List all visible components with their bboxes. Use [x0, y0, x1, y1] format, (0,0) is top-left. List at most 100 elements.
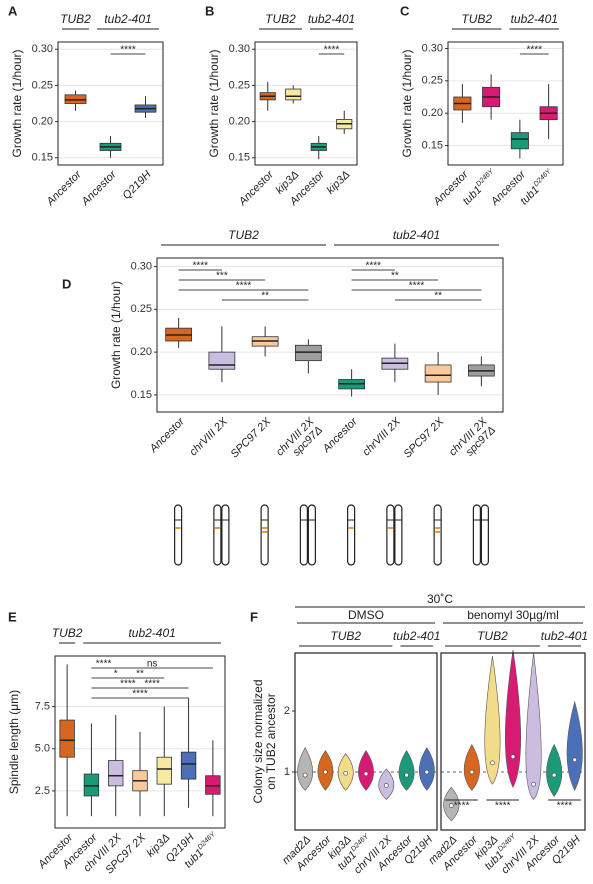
plot-frame — [54, 655, 226, 829]
plot-frame — [294, 652, 438, 831]
median-point — [572, 757, 578, 763]
x-tick-label: Ancestor — [320, 415, 361, 456]
y-tick-label: 0.25 — [131, 303, 152, 315]
x-tick-label: Ancestor — [44, 168, 85, 209]
median-point — [469, 769, 475, 775]
box — [424, 364, 452, 383]
box — [208, 351, 236, 370]
median-point — [531, 781, 536, 787]
violin — [525, 652, 542, 800]
plot-frame — [440, 652, 586, 831]
chromosome — [221, 504, 230, 566]
median-point — [551, 772, 557, 778]
median-point — [404, 772, 409, 778]
significance-label: * — [114, 669, 118, 680]
group-label: tub2-401 — [393, 629, 440, 643]
significance-label: *** — [216, 271, 228, 282]
violin — [463, 743, 480, 791]
box — [285, 88, 302, 101]
panel-label: E — [8, 609, 17, 624]
significance-label: **** — [324, 45, 340, 56]
chromosome — [174, 504, 183, 566]
box — [59, 719, 75, 758]
box — [156, 756, 172, 785]
y-tick-label: 5.0 — [35, 743, 50, 755]
median-point — [383, 783, 389, 788]
x-tick-label: SPC97 2X — [228, 415, 273, 460]
significance-label: **** — [526, 45, 542, 56]
y-tick-label: 0.25 — [229, 79, 250, 91]
y-tick-label: 0.15 — [229, 152, 250, 164]
y-tick-label: 1 — [284, 766, 290, 778]
significance-label: ns — [147, 659, 158, 670]
chromosome — [480, 504, 489, 566]
plot-frame — [156, 257, 504, 413]
significance-label: **** — [144, 679, 160, 690]
y-tick-label: 2 — [284, 705, 290, 717]
x-tick-label: chrVIII 2X — [187, 415, 230, 458]
y-tick-label: 0.20 — [422, 107, 443, 119]
x-tick-label: Ancestor — [236, 168, 277, 209]
y-tick-label: 0.30 — [131, 260, 152, 272]
significance-label: **** — [454, 801, 470, 812]
y-axis-title: Colony size normalized — [251, 679, 265, 803]
group-label: tub2-401 — [128, 626, 175, 640]
violin — [358, 750, 374, 791]
y-axis-title: on TUB2 ancestor — [264, 693, 278, 790]
group-label: TUB2 — [461, 12, 492, 26]
significance-label: **** — [132, 689, 148, 700]
median-point — [343, 770, 349, 776]
group-label: TUB2 — [265, 12, 296, 26]
y-tick-label: 2.5 — [35, 785, 50, 797]
y-tick-label: 0.20 — [229, 115, 250, 127]
group-label: TUB2 — [330, 629, 361, 643]
chart-title: 30˚C — [427, 592, 453, 606]
median-point — [424, 769, 430, 775]
significance-label: **** — [96, 659, 112, 670]
chromosome — [386, 504, 395, 566]
box — [180, 751, 197, 780]
y-tick-label: 7.5 — [35, 700, 50, 712]
group-label: TUB2 — [60, 12, 91, 26]
label-superscript: D246Y — [533, 167, 554, 188]
chromosome — [299, 504, 308, 566]
median-point — [490, 760, 495, 766]
plot-frame — [447, 41, 564, 166]
y-tick-label: 0.30 — [32, 43, 53, 55]
chromosome — [213, 504, 222, 566]
y-tick-label: 0.15 — [131, 389, 152, 401]
significance-label: ** — [136, 669, 144, 680]
group-label: TUB2 — [228, 228, 259, 242]
chromosome — [472, 504, 481, 566]
violin — [566, 700, 583, 791]
y-axis-title: Spindle length (μm) — [7, 690, 21, 794]
x-tick-label: SPC97 2X — [401, 415, 446, 460]
plot-frame — [57, 41, 164, 166]
facet-label: benomyl 30µg/ml — [467, 608, 559, 622]
panel-label: C — [400, 3, 410, 18]
violin — [398, 750, 415, 791]
panel-label: F — [250, 609, 258, 624]
chromosome — [347, 504, 356, 566]
y-axis-title: Growth rate (1/hour) — [10, 49, 24, 157]
y-tick-label: 0.15 — [32, 152, 53, 164]
median-point — [302, 772, 308, 778]
group-label: tub2-401 — [541, 629, 588, 643]
y-tick-label: 0.20 — [131, 346, 152, 358]
significance-label: **** — [495, 801, 511, 812]
panel-label: D — [62, 276, 71, 291]
group-label: tub2-401 — [308, 12, 355, 26]
y-tick-label: 0.30 — [229, 43, 250, 55]
y-tick-label: 0.30 — [422, 42, 443, 54]
group-label: tub2-401 — [104, 12, 151, 26]
violin — [297, 746, 314, 791]
significance-label: **** — [120, 679, 136, 690]
box — [108, 760, 124, 787]
panel-label: B — [205, 3, 214, 18]
label-superscript: D246Y — [197, 830, 218, 851]
group-label: TUB2 — [477, 629, 508, 643]
box — [205, 775, 221, 795]
median-point — [510, 754, 516, 760]
y-tick-label: 0.20 — [32, 115, 53, 127]
